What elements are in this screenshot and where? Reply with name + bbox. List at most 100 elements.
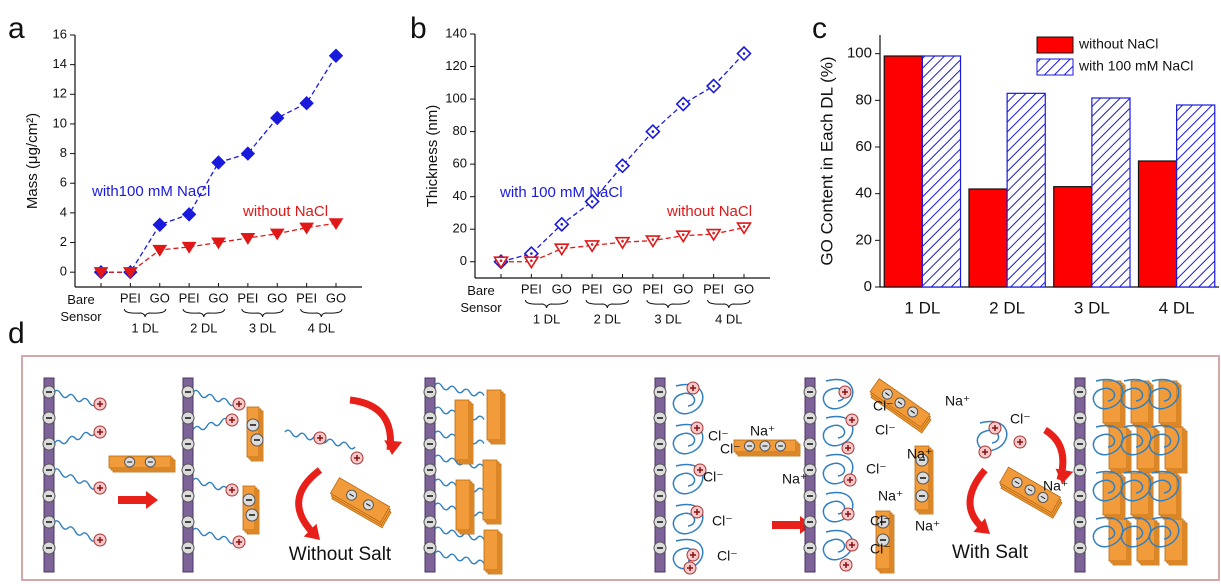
x-tick-label: GO	[208, 290, 228, 305]
y-tick-label: 20	[855, 231, 872, 248]
y-tick-label: 2	[60, 234, 67, 249]
x-tick-label: PEI	[237, 290, 258, 305]
series-label: without NaCl	[666, 203, 752, 220]
data-point-center	[530, 252, 533, 255]
ion-label: Cl⁻	[720, 441, 741, 457]
sheet-layer	[455, 400, 469, 460]
data-point	[183, 208, 196, 221]
series-label: without NaCl	[242, 203, 328, 220]
data-point-center	[652, 130, 655, 133]
y-tick-label: 16	[53, 26, 67, 41]
data-point-center	[712, 85, 715, 88]
group-brace	[647, 300, 689, 308]
data-point-center	[682, 103, 685, 106]
data-point	[330, 49, 343, 62]
x-tick-label: GO	[612, 281, 632, 296]
x-tick-label: PEI	[120, 290, 141, 305]
data-point-center	[743, 52, 746, 55]
bar	[1054, 187, 1092, 287]
y-tick-label: 80	[855, 91, 872, 108]
graphene-oxide-sheet	[484, 530, 502, 574]
x-tick-label: GO	[673, 281, 693, 296]
data-point-center	[743, 225, 746, 228]
group-brace	[708, 300, 750, 308]
y-tick-label: 12	[53, 86, 67, 101]
panel-letter: b	[410, 12, 427, 45]
y-tick-label: 10	[53, 115, 67, 130]
x-tick-label: GO	[552, 281, 572, 296]
sheet-layer	[456, 480, 470, 530]
graphene-oxide-sheet	[456, 480, 474, 534]
schematic-frame	[22, 356, 1219, 580]
bar	[1007, 93, 1045, 287]
x-tick-label: Bare Sensor	[53, 291, 109, 331]
data-point	[555, 244, 568, 254]
sheet-layer	[109, 456, 171, 468]
x-tick-label: 1 DL	[904, 298, 940, 317]
y-tick-label: 20	[453, 221, 467, 236]
ion-label: Na⁺	[1043, 478, 1068, 494]
data-point	[153, 245, 166, 255]
ion-label: Na⁺	[915, 518, 940, 534]
x-tick-label: PEI	[582, 281, 603, 296]
group-label: 3 DL	[654, 311, 681, 326]
data-point	[271, 112, 284, 125]
y-tick-label: 4	[60, 204, 67, 219]
graphene-oxide-sheet	[1165, 427, 1187, 473]
data-point-center	[682, 233, 685, 236]
y-tick-label: 120	[445, 58, 467, 73]
data-point-center	[652, 238, 655, 241]
ion-label: Na⁺	[878, 488, 903, 504]
graphene-oxide-sheet	[1109, 427, 1131, 473]
x-tick-label: 2 DL	[989, 298, 1025, 317]
data-point-center	[560, 223, 563, 226]
x-tick-label: GO	[267, 290, 287, 305]
data-point	[241, 234, 254, 244]
x-tick-label: PEI	[642, 281, 663, 296]
graphene-oxide-sheet	[734, 440, 800, 456]
legend-swatch	[1037, 59, 1073, 75]
legend-label: with 100 mM NaCl	[1078, 58, 1193, 74]
y-tick-label: 60	[855, 138, 872, 155]
x-tick-label: 4 DL	[1159, 298, 1195, 317]
ion-label: Cl⁻	[873, 398, 894, 414]
y-axis-label: GO Content in Each DL (%)	[817, 56, 836, 265]
bar	[922, 56, 960, 287]
panel-letter: d	[8, 317, 25, 350]
x-tick-label: GO	[326, 290, 346, 305]
group-label: 2 DL	[594, 311, 621, 326]
group-brace	[525, 300, 567, 308]
graphene-oxide-sheet	[455, 400, 473, 464]
ion-label: Cl⁻	[717, 548, 738, 564]
sheet-layer	[243, 486, 255, 530]
graphene-oxide-sheet	[483, 460, 501, 524]
y-tick-label: 0	[864, 278, 872, 295]
group-label: 4 DL	[715, 311, 742, 326]
group-label: 1 DL	[131, 320, 158, 335]
ion-label: Cl⁻	[703, 469, 724, 485]
y-axis-label: Mass (μg/cm²)	[24, 113, 41, 209]
y-tick-label: 80	[453, 123, 467, 138]
y-tick-label: 100	[445, 91, 467, 106]
figure: d Without Salt With Salt Cl⁻Cl⁻Cl⁻Cl⁻Cl⁻…	[0, 0, 1221, 584]
graphene-oxide-sheet	[1137, 427, 1159, 473]
data-point-center	[500, 259, 503, 262]
group-brace	[586, 300, 628, 308]
x-tick-label: Bare Sensor	[453, 282, 509, 316]
y-tick-label: 100	[847, 45, 872, 62]
data-point	[616, 238, 629, 248]
data-point-center	[560, 246, 563, 249]
x-tick-label: GO	[150, 290, 170, 305]
ion-label: Cl⁻	[1010, 411, 1031, 427]
legend-label: without NaCl	[1078, 36, 1158, 52]
bar	[969, 189, 1007, 287]
group-brace	[183, 309, 224, 317]
y-tick-label: 8	[60, 145, 67, 160]
y-axis-label: Thickness (nm)	[424, 105, 441, 208]
sheet-layer	[484, 530, 498, 570]
data-point	[646, 236, 659, 246]
data-point	[677, 231, 690, 241]
graphene-oxide-sheet	[109, 456, 175, 472]
ion-label: Cl⁻	[875, 422, 896, 438]
ion-label: Na⁺	[782, 471, 807, 487]
